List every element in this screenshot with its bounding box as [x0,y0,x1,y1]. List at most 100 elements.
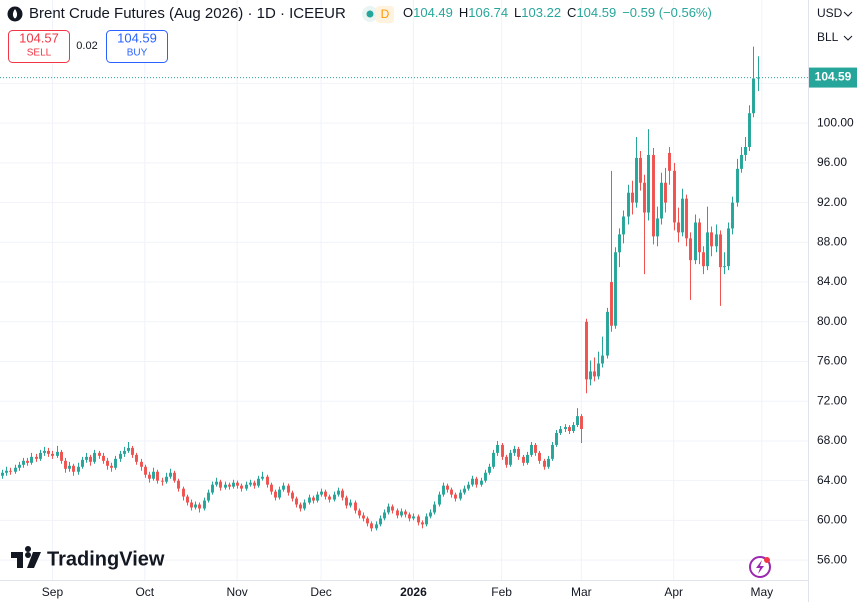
candle-body [308,497,311,503]
candle-body [513,448,516,453]
candle-body [689,238,692,261]
candle-body [450,489,453,495]
candle-body [282,485,285,490]
candle-body [354,502,357,511]
candle-body [274,491,277,498]
x-tick-label: Sep [42,585,64,599]
candle-body [425,516,428,525]
candle-body [534,444,537,453]
badge-bg [376,6,394,23]
candle-body [400,511,403,516]
y-tick-label: 60.00 [817,513,847,527]
x-tick-label: Dec [310,585,331,599]
unit-button[interactable] [811,27,856,49]
candle-body [597,363,600,377]
candle-body [710,232,713,247]
chevron [843,11,853,17]
candle-body [677,222,680,233]
candle-body [316,494,319,501]
candle-body [715,234,718,247]
candle-body [333,494,336,500]
last-price-label: 104.59 [815,70,852,84]
candle-body [593,371,596,377]
candle-body [127,447,130,451]
candle-body [106,460,109,466]
grid [0,0,808,580]
axis-settings: USD BLL [811,2,856,49]
candle-body [165,476,168,482]
assistant-icon[interactable] [749,556,771,578]
candle-body [253,482,256,486]
candle-body [622,216,625,235]
candle-body [396,510,399,516]
candle-body [383,512,386,519]
sell-button[interactable] [8,30,70,63]
candle-body [186,496,189,503]
candle-body [543,460,546,467]
candle-body [475,478,478,485]
ohlc-change: −0.59 (−0.56%) [622,5,712,20]
candle-body [295,498,298,505]
candle-body [370,523,373,529]
candle-body [198,504,201,509]
candle-body [379,518,382,525]
candle-body [412,516,415,519]
candle-body [257,478,260,486]
candle-body [89,456,92,462]
candle-body [652,154,655,237]
candle-body [135,454,138,462]
candle-body [232,482,235,487]
x-tick-label: Feb [491,585,512,599]
candle-body [131,447,134,455]
candle-body [30,456,33,463]
candle-body [601,355,604,364]
candle-body [5,470,8,473]
candle-body [26,460,29,463]
candle-body [81,459,84,467]
candle-body [706,232,709,267]
ohlc-label: L [514,5,521,20]
candle-body [312,497,315,501]
candle-body [328,496,331,500]
candle-body [215,481,218,485]
candle-body [488,466,491,473]
candle-body [505,456,508,465]
candle-body [463,488,466,493]
x-tick-label: May [750,585,773,599]
brand-logo-dot [25,552,31,558]
candle-body [270,484,273,492]
currency-button[interactable] [811,2,856,26]
candle-body [349,502,352,506]
candle-body [555,433,558,445]
candle-body [173,472,176,481]
candle-body [182,488,185,497]
candle-body [22,460,25,465]
candle-body [148,474,151,479]
candle-body [656,218,659,237]
axes: 56.00 60.00 64.00 68.00 72.00 76.00 80.00 84.00… [42,67,857,599]
candle-body [39,452,42,459]
candle-body [643,182,646,213]
candle-body [731,202,734,229]
candle-body [736,168,739,203]
candle-body [194,504,197,508]
y-tick-label: 80.00 [817,314,847,328]
unit: BLL [817,30,839,44]
candle-body [366,518,369,524]
candle-body [551,444,554,459]
candle-body [538,452,541,461]
candle-body [219,481,222,488]
candle-body [610,282,613,326]
candle-body [56,451,59,456]
ohlc-label: H [459,5,468,20]
candle-body [559,429,562,434]
y-tick-label: 56.00 [817,552,847,566]
candle-body [299,504,302,509]
trade-panel: 104.57 SELL 0.02 104.59 BUY [8,30,168,63]
candles [1,46,760,532]
candle-body [446,485,449,490]
candle-body [635,157,638,203]
candle-body [190,502,193,508]
buy-button[interactable] [106,30,168,63]
